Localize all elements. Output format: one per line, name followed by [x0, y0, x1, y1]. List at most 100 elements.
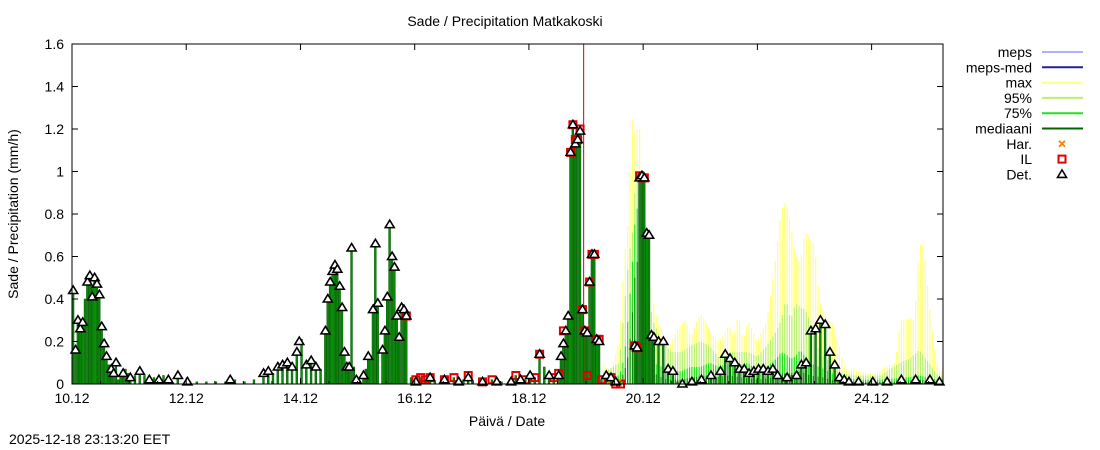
ens-75-bar: [665, 368, 667, 384]
det-marker: [452, 375, 465, 386]
ens-75-bar: [786, 355, 788, 384]
ens-median-bar: [731, 376, 733, 384]
ens-75-bar: [688, 367, 691, 384]
observed-bar: [324, 330, 327, 385]
ens-95-bar: [831, 362, 833, 384]
ens-95-bar: [931, 367, 933, 384]
ens-75-bar: [755, 370, 757, 384]
ens-median-bar: [765, 378, 767, 384]
y-tick-label: 1.6: [45, 36, 65, 52]
ens-median-bar: [684, 378, 686, 384]
x-axis-title: Päivä / Date: [469, 413, 545, 429]
det-marker: [738, 363, 751, 373]
ens-75-bar: [705, 364, 707, 384]
ens-median-bar: [655, 374, 657, 384]
ens-95-bar: [817, 347, 819, 384]
observed-bar: [643, 177, 646, 385]
observed-bar: [585, 332, 589, 385]
ens-95-bar: [624, 296, 626, 384]
det-marker: [388, 261, 401, 271]
ens-75-bar: [603, 377, 605, 384]
ens-95-bar: [691, 345, 693, 384]
ens-max-bar: [807, 237, 810, 384]
observed-bar: [371, 309, 375, 385]
ens-median-bar: [679, 379, 681, 384]
ens-75-bar: [669, 370, 672, 384]
x-tick-label: 22.12: [740, 390, 775, 406]
y-tick-label: 0.2: [45, 334, 65, 350]
det-marker: [386, 250, 398, 261]
observed-bar: [300, 339, 303, 385]
observed-bar: [276, 368, 279, 385]
observed-bar: [395, 315, 398, 385]
det-marker: [91, 278, 103, 288]
det-marker: [124, 371, 137, 382]
observed-bar: [662, 341, 665, 385]
ens-95-bar: [788, 314, 791, 384]
observed-bar: [86, 281, 89, 385]
ens-max-bar: [736, 319, 738, 384]
ens-95-bar: [786, 304, 788, 384]
det-marker: [98, 337, 111, 348]
ens-75-bar: [796, 354, 798, 384]
ens-95-bar: [836, 366, 838, 384]
ens-75-bar: [679, 371, 681, 384]
det-marker: [371, 297, 384, 308]
det-marker: [76, 316, 89, 327]
ens-median-bar: [627, 357, 629, 384]
det-marker: [95, 320, 108, 331]
il-marker: [582, 371, 592, 380]
ens-95-bar: [769, 340, 772, 384]
ens-95-bar: [796, 304, 798, 384]
ens-median-bar: [879, 381, 881, 384]
ens-95-bar: [622, 322, 624, 384]
observed-bar: [405, 313, 408, 385]
ens-95-bar: [803, 309, 805, 384]
observed-bar: [350, 247, 353, 385]
det-marker: [505, 375, 517, 386]
det-marker: [110, 356, 122, 367]
ens-75-bar: [779, 353, 781, 384]
ens-max-bar: [791, 232, 793, 384]
legend-label: mediaani: [975, 121, 1032, 137]
det-marker: [93, 288, 106, 299]
det-marker: [181, 375, 194, 386]
observed-bar: [543, 366, 546, 385]
ens-max-bar: [788, 218, 791, 384]
det-marker: [286, 360, 299, 371]
ens-median-bar: [817, 376, 819, 384]
legend-label: meps-med: [966, 59, 1032, 75]
ens-median-bar: [769, 377, 772, 384]
det-marker: [117, 367, 130, 378]
det-marker: [828, 358, 841, 369]
observed-bar: [98, 294, 101, 385]
det-marker: [533, 348, 546, 359]
ens-max-bar: [810, 240, 812, 384]
det-marker: [574, 125, 586, 135]
det-marker: [766, 363, 779, 373]
ens-max-bar: [786, 207, 788, 384]
observed-bar: [569, 149, 572, 385]
ens-95-bar: [686, 348, 688, 384]
ens-max-bar: [779, 220, 781, 384]
det-marker: [343, 360, 356, 371]
observed-bar: [117, 379, 120, 385]
observed-bar: [369, 358, 372, 385]
ens-75-bar: [681, 370, 684, 384]
ens-75-bar: [674, 371, 676, 384]
ens-95-bar: [679, 352, 681, 384]
ens-95-bar: [698, 342, 700, 384]
observed-bar: [393, 264, 396, 385]
y-axis: 0 0.2 0.4 0.6 0.8 1 1.2 1.4 1.6: [45, 36, 943, 392]
ens-75-bar: [831, 373, 833, 384]
observed-bar: [564, 328, 567, 385]
ens-max-bar: [774, 261, 776, 384]
y-tick-label: 0.6: [45, 249, 65, 265]
ens-median-bar: [862, 381, 864, 384]
det-marker: [647, 331, 660, 342]
y-tick-label: 0.8: [45, 206, 65, 222]
ens-75-bar: [896, 378, 898, 384]
y-tick-label: 1.2: [45, 121, 65, 137]
det-marker: [557, 337, 570, 348]
det-marker: [588, 248, 601, 259]
